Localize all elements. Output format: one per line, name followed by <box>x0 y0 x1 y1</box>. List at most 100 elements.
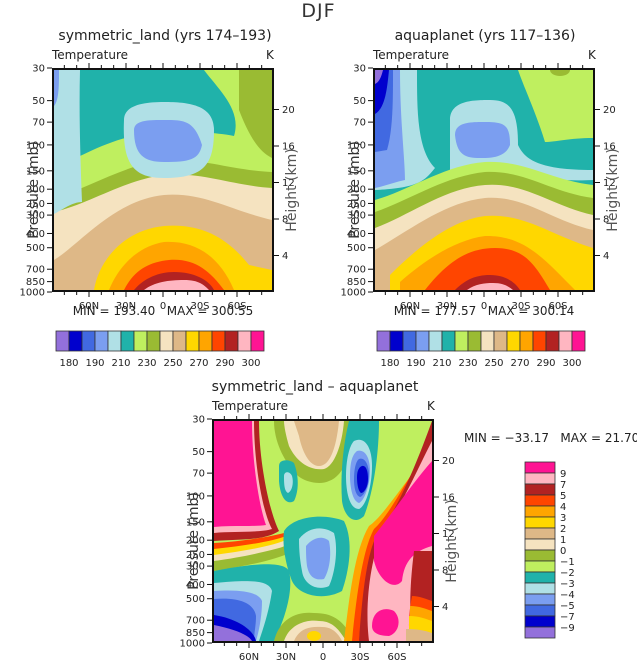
ytick-right-label: 8 <box>603 214 609 225</box>
ytick-label: 1000 <box>341 288 366 299</box>
ytick-label: 250 <box>186 550 205 561</box>
panel3-axes: 305070100150200250300400500700850100060N… <box>180 414 460 661</box>
fill-9-sh-lower <box>372 609 399 636</box>
xtick-label: 0 <box>320 652 326 661</box>
fill-0-1-nh <box>214 539 289 561</box>
colorbar-label: 230 <box>458 358 477 369</box>
ytick-label: 500 <box>186 594 205 605</box>
colorbar-swatch <box>571 330 586 352</box>
colorbar-swatch <box>389 330 404 352</box>
panel3-colorbar: 9 7 5 4 3 2 1 0 −1 −2 −3 −4 −5 −7 −9 <box>524 461 594 641</box>
panel1-units: K <box>266 48 274 62</box>
fill-200-210-core <box>455 122 510 158</box>
colorbar-label: 250 <box>163 358 182 369</box>
colorbar-label: 0 <box>560 546 566 557</box>
ytick-label: 700 <box>26 265 45 276</box>
fill-230-240-upper <box>518 70 593 142</box>
colorbar-swatch <box>524 494 556 507</box>
fill-210-220-core <box>450 100 593 181</box>
colorbar-label: 2 <box>560 524 566 535</box>
colorbar-swatch <box>524 516 556 529</box>
ytick-label: 150 <box>347 166 366 177</box>
fill-4-5-nh <box>214 533 285 549</box>
colorbar-label: −7 <box>560 612 575 623</box>
colorbar-label: −1 <box>560 557 575 568</box>
colorbar-swatch <box>524 483 556 496</box>
panel1-colorbar: 180 190 210 230 250 270 290 300 <box>55 330 265 370</box>
ytick-label: 50 <box>192 447 205 458</box>
ylabel: Pressure (mb) <box>347 141 363 239</box>
colorbar-swatch <box>55 330 70 352</box>
panel1-axes: 305070100150200250300400500700850100060N… <box>20 63 300 312</box>
ytick-label: 200 <box>186 536 205 547</box>
colorbar-swatch <box>402 330 417 352</box>
colorbar-swatch <box>185 330 200 352</box>
xtick-label: 0 <box>160 301 166 312</box>
panel2-min: MIN = 177.57 <box>393 304 477 318</box>
panel3-min: MIN = −33.17 <box>464 431 549 445</box>
ylabel-right: Height (km) <box>444 499 460 582</box>
colorbar-swatch <box>428 330 443 352</box>
colorbar-label: 4 <box>560 502 566 513</box>
xtick-label: 30S <box>190 301 209 312</box>
colorbar-swatch <box>454 330 469 352</box>
ytick-label: 700 <box>347 265 366 276</box>
xtick-label: 30N <box>437 301 457 312</box>
ytick-label: 30 <box>32 64 45 75</box>
fill-240-250-upper <box>239 70 272 158</box>
colorbar-label: 270 <box>510 358 529 369</box>
colorbar-label: −3 <box>560 579 575 590</box>
panel3-max: MAX = 21.70 <box>560 431 637 445</box>
colorbar-label: 5 <box>560 491 566 502</box>
ylabel: Pressure (mb) <box>186 492 202 590</box>
fill-200-210-core <box>134 120 202 162</box>
colorbar-svg: 180 190 210 230 250 270 290 300 <box>55 330 265 369</box>
colorbar-swatch <box>524 505 556 518</box>
colorbar-swatch <box>198 330 213 352</box>
xtick-label: 30S <box>350 652 369 661</box>
colorbar-swatch <box>524 593 556 606</box>
colorbar-swatch <box>532 330 547 352</box>
fill-m9-sh <box>357 465 368 493</box>
ytick-right-label: 16 <box>603 141 616 152</box>
colorbar-label: 290 <box>215 358 234 369</box>
fill-m4-30n <box>284 472 293 493</box>
fill-m1-nh <box>214 546 294 571</box>
fill-2-3-lower <box>307 631 321 641</box>
colorbar-label: −4 <box>560 590 575 601</box>
panel3-units: K <box>427 399 435 413</box>
colorbar-swatch <box>524 604 556 617</box>
ylabel-right: Height (km) <box>284 148 300 231</box>
panel2-units: K <box>588 48 596 62</box>
colorbar-label: 1 <box>560 535 566 546</box>
ytick-label: 150 <box>186 517 205 528</box>
ytick-label: 150 <box>26 166 45 177</box>
colorbar-label: 9 <box>560 469 566 480</box>
ytick-label: 850 <box>347 277 366 288</box>
fill-9-sh-upper <box>374 461 432 585</box>
xtick-label: 60S <box>548 301 567 312</box>
ytick-label: 250 <box>26 199 45 210</box>
colorbar-swatch <box>211 330 226 352</box>
panel1-plot <box>52 68 274 292</box>
colorbar-swatch <box>120 330 135 352</box>
ytick-label: 300 <box>347 211 366 222</box>
fill-200-210-pole <box>54 70 59 106</box>
colorbar-label: 7 <box>560 480 566 491</box>
ytick-label: 100 <box>26 140 45 151</box>
fill-240-250-cap <box>550 70 570 76</box>
ytick-right-label: 20 <box>603 105 616 116</box>
colorbar-swatch <box>81 330 96 352</box>
colorbar-swatch <box>524 615 556 628</box>
panel2-max: MAX = 300.14 <box>487 304 575 318</box>
colorbar-swatch <box>558 330 573 352</box>
panel2-title: aquaplanet (yrs 117–136) <box>394 28 576 44</box>
ytick-label: 300 <box>186 562 205 573</box>
ytick-label: 30 <box>192 415 205 426</box>
colorbar-label: 180 <box>380 358 399 369</box>
colorbar-swatch <box>376 330 391 352</box>
colorbar-swatch <box>480 330 495 352</box>
colorbar-swatch <box>524 549 556 562</box>
colorbar-label: 210 <box>432 358 451 369</box>
